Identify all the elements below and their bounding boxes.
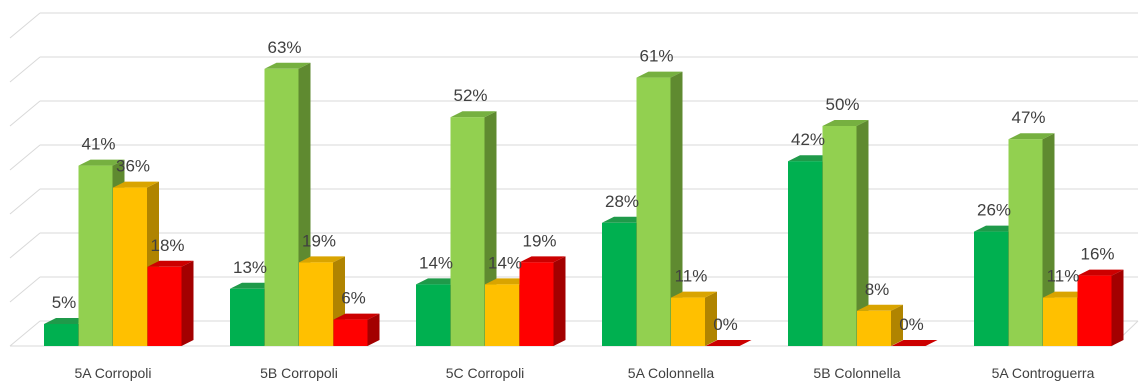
bar-top <box>705 340 752 346</box>
data-label: 6% <box>341 289 366 308</box>
gridline-depth <box>9 100 41 127</box>
bar <box>44 324 78 346</box>
bar-side <box>367 313 380 346</box>
bar-top <box>822 120 869 126</box>
bar <box>636 77 671 346</box>
bar <box>822 126 857 346</box>
data-label: 16% <box>1080 245 1114 264</box>
data-label: 63% <box>267 38 301 57</box>
data-label: 41% <box>81 135 115 154</box>
bar <box>416 284 450 346</box>
bar <box>671 297 705 346</box>
bar-top <box>450 111 497 118</box>
bar <box>113 187 147 346</box>
bar-side <box>553 256 566 346</box>
bar-side <box>181 260 194 346</box>
bar-top <box>857 304 903 311</box>
bar-side <box>891 304 903 346</box>
bar <box>1043 297 1077 346</box>
category-label: 5C Corropoli <box>446 365 525 381</box>
category-label: 5A Controguerra <box>992 365 1095 381</box>
gridline-depth <box>9 276 41 303</box>
bar-side <box>1042 133 1055 346</box>
data-label: 5% <box>52 293 77 312</box>
bar-top <box>147 260 194 267</box>
bar <box>147 266 182 346</box>
data-label: 13% <box>233 258 267 277</box>
gridline-depth <box>9 12 41 39</box>
bar <box>299 262 333 346</box>
data-label: 28% <box>605 192 639 211</box>
category-label: 5A Corropoli <box>74 365 151 381</box>
bar <box>333 319 368 346</box>
data-label: 0% <box>899 315 924 334</box>
category-label: 5B Corropoli <box>260 365 338 381</box>
bar <box>857 310 891 346</box>
bar-side <box>1111 269 1124 346</box>
data-label: 11% <box>675 267 708 286</box>
data-label: 14% <box>488 253 522 272</box>
bar <box>974 231 1008 346</box>
bar <box>788 161 822 346</box>
gridline-depth <box>9 144 41 171</box>
data-label: 0% <box>713 315 738 334</box>
bar <box>264 68 299 347</box>
bar <box>1077 275 1112 346</box>
bar-side <box>856 120 869 346</box>
data-label: 11% <box>1047 267 1080 286</box>
bar <box>602 222 636 346</box>
data-label: 47% <box>1011 108 1045 127</box>
bar-top <box>636 71 683 78</box>
bar-top <box>299 256 345 263</box>
gridline-depth <box>9 56 41 83</box>
data-label: 19% <box>522 231 556 250</box>
data-label: 14% <box>419 253 453 272</box>
bar <box>450 117 485 346</box>
bar-side <box>670 71 683 346</box>
data-label: 50% <box>825 95 859 114</box>
category-label: 5A Colonnella <box>628 365 715 381</box>
bar <box>78 165 113 346</box>
data-label: 19% <box>302 231 336 250</box>
bar-top <box>113 181 159 188</box>
bar-top <box>264 62 311 69</box>
gridline-depth <box>9 320 41 347</box>
bar-side <box>705 291 717 346</box>
data-label: 42% <box>791 130 825 149</box>
bar-top <box>519 256 566 263</box>
data-label: 52% <box>453 86 487 105</box>
data-label: 26% <box>977 201 1011 220</box>
category-label: 5B Colonnella <box>813 365 900 381</box>
bar-top <box>671 291 717 298</box>
bar <box>485 284 519 346</box>
data-label: 36% <box>116 157 150 176</box>
bar-top <box>891 340 938 346</box>
gridline-depth <box>9 188 41 215</box>
bar-top <box>1077 269 1124 276</box>
bar-top <box>78 159 125 166</box>
data-label: 61% <box>639 47 673 66</box>
bar <box>519 262 554 346</box>
bar-top <box>1008 133 1055 140</box>
data-label: 8% <box>865 280 890 299</box>
gridline-depth <box>9 232 41 259</box>
bar <box>230 288 264 346</box>
bar <box>1008 139 1043 346</box>
bar-top <box>333 313 380 320</box>
data-label: 18% <box>150 236 184 255</box>
